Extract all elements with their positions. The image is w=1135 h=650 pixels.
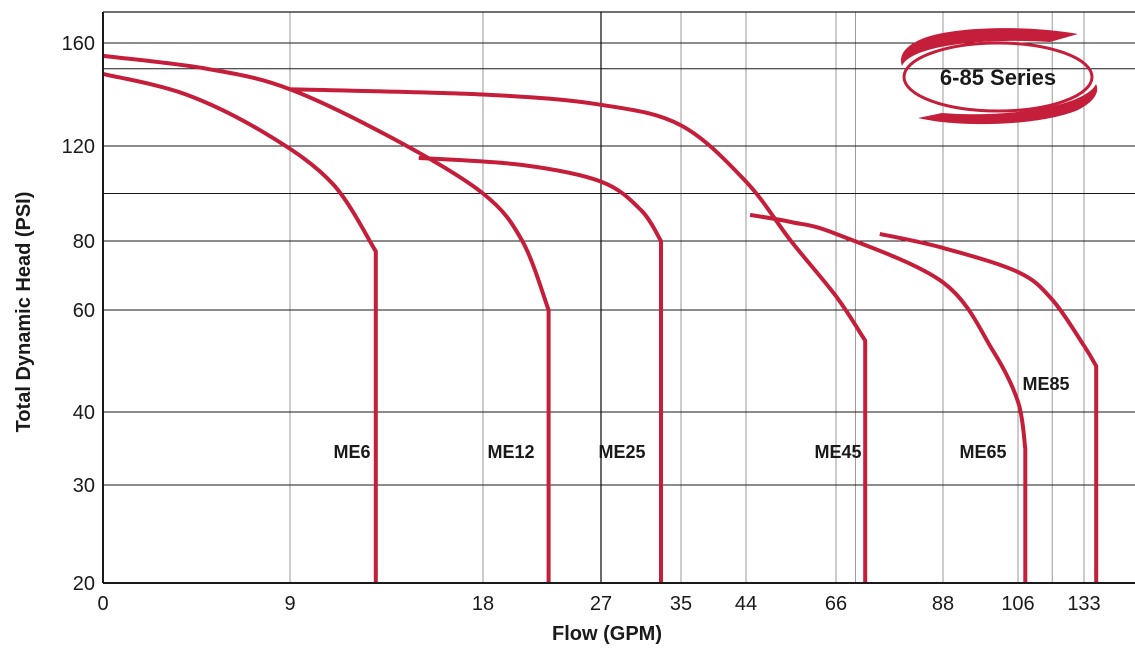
y-tick-label: 20 xyxy=(73,573,95,595)
series-badge: 6-85 Series xyxy=(900,28,1098,125)
x-tick-label: 88 xyxy=(932,593,954,615)
curve-me65 xyxy=(749,212,1028,583)
y-tick-label: 120 xyxy=(62,136,95,158)
series-label-me12: ME12 xyxy=(487,442,534,462)
x-tick-label: 35 xyxy=(670,593,692,615)
series-label-me25: ME25 xyxy=(598,442,645,462)
x-tick-label: 0 xyxy=(97,593,108,615)
y-tick-label: 30 xyxy=(73,475,95,497)
series-label-me85: ME85 xyxy=(1022,374,1069,394)
grid xyxy=(103,12,1135,583)
series-label-me65: ME65 xyxy=(959,442,1006,462)
y-tick-label: 60 xyxy=(73,300,95,322)
x-tick-label: 18 xyxy=(472,593,494,615)
x-tick-label: 44 xyxy=(735,593,757,615)
series-label-me45: ME45 xyxy=(814,442,861,462)
curve-me45 xyxy=(289,87,868,583)
badge-ellipse xyxy=(902,41,1094,113)
curve-me12 xyxy=(102,53,551,583)
curve-me6 xyxy=(102,71,378,583)
y-tick-label: 40 xyxy=(73,402,95,424)
curve-me85 xyxy=(879,231,1099,583)
y-tick-label: 80 xyxy=(73,231,95,253)
x-tick-label: 133 xyxy=(1067,593,1100,615)
x-axis-title: Flow (GPM) xyxy=(552,623,662,645)
series-labels: ME6 ME12 ME25 ME45 ME65 ME85 xyxy=(333,374,1069,462)
x-tick-label: 9 xyxy=(284,593,295,615)
y-tick-label: 160 xyxy=(62,33,95,55)
badge-swoosh-bottom xyxy=(918,84,1098,125)
x-tick-label: 106 xyxy=(1001,593,1034,615)
series-label-me6: ME6 xyxy=(333,442,370,462)
axes: 0 9 18 27 35 44 66 88 106 133 20 30 40 60 80 120 160 xyxy=(62,11,1135,615)
curves xyxy=(102,53,1099,583)
curve-me25 xyxy=(418,155,663,583)
badge-label: 6-85 Series xyxy=(940,65,1056,90)
badge-swoosh-top xyxy=(900,28,1078,67)
x-tick-label: 66 xyxy=(825,593,847,615)
x-tick-label: 27 xyxy=(590,593,612,615)
y-axis-title: Total Dynamic Head (PSI) xyxy=(13,192,35,433)
